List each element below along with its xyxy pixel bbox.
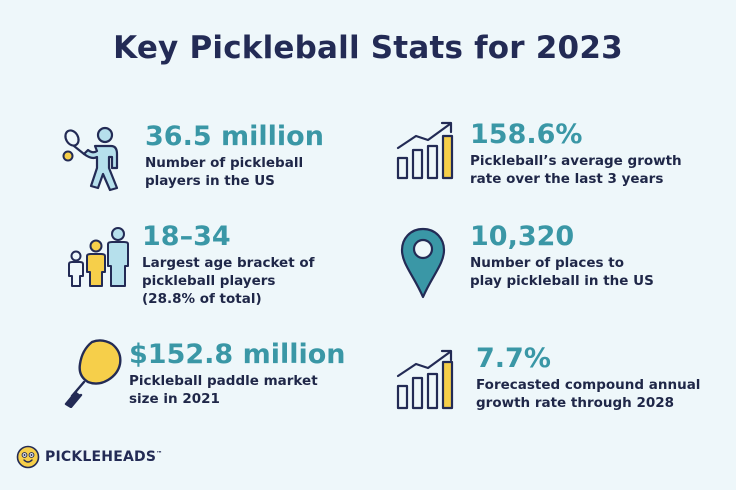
stat-cagr: 7.7% Forecasted compound annual growth r…	[476, 344, 700, 412]
stat-value: 36.5 million	[145, 121, 324, 152]
stat-value: 10,320	[470, 221, 575, 252]
location-pin-icon	[400, 227, 446, 299]
stat-age-bracket: 18–34 Largest age bracket of pickleball …	[142, 222, 315, 308]
stat-players: 36.5 million Number of pickleball player…	[145, 122, 324, 190]
growth-chart-icon	[396, 121, 454, 180]
stat-paddle-market: $152.8 million Pickleball paddle market …	[129, 340, 346, 408]
stat-description: Pickleball’s average growth rate over th…	[470, 153, 682, 187]
page-title: Key Pickleball Stats for 2023	[113, 30, 623, 66]
pickleball-paddle-icon	[64, 339, 122, 408]
stat-description: Largest age bracket of pickleball player…	[142, 255, 315, 307]
stat-value: 18–34	[142, 221, 231, 252]
growth-chart-icon	[396, 349, 454, 410]
stat-value: $152.8 million	[129, 339, 346, 370]
stat-description: Number of pickleball players in the US	[145, 155, 304, 189]
stat-places: 10,320 Number of places to play pickleba…	[470, 222, 654, 290]
pickleheads-logo: PICKLEHEADS™	[16, 444, 162, 470]
pickleball-player-icon	[62, 126, 119, 192]
stat-value: 7.7%	[476, 343, 551, 374]
stat-description: Number of places to play pickleball in t…	[470, 255, 654, 289]
stat-description: Pickleball paddle market size in 2021	[129, 373, 318, 407]
stat-description: Forecasted compound annual growth rate t…	[476, 377, 701, 411]
age-group-people-icon	[68, 227, 129, 287]
stat-growth: 158.6% Pickleball’s average growth rate …	[470, 120, 682, 188]
stat-value: 158.6%	[470, 119, 583, 150]
logo-text: PICKLEHEADS™	[45, 449, 163, 465]
pickleheads-mascot-icon	[16, 445, 40, 469]
